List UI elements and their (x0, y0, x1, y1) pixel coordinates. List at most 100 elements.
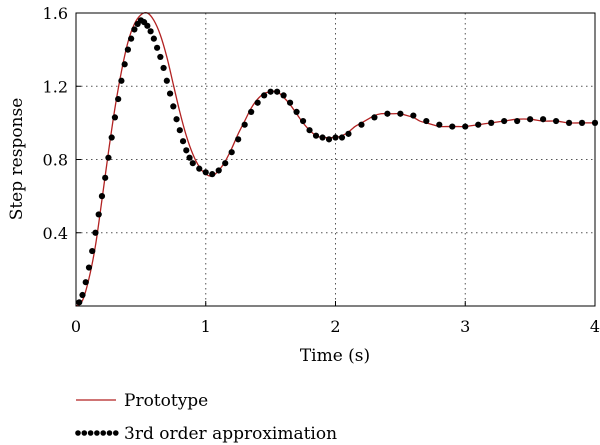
approximation-point (319, 134, 326, 141)
approximation-point (179, 138, 187, 145)
approximation-point (92, 229, 99, 236)
y-tick-label: 1.6 (43, 4, 68, 23)
approximation-point (147, 28, 154, 35)
approximation-point (150, 35, 157, 42)
approximation-point (488, 119, 495, 126)
approximation-point (108, 134, 115, 141)
x-tick-label: 1 (201, 317, 211, 336)
approximation-point (384, 110, 391, 117)
approximation-point (306, 127, 313, 134)
approximation-point (196, 165, 203, 172)
approximation-point (160, 64, 167, 72)
approximation-point (286, 99, 294, 106)
x-tick-label: 4 (590, 317, 600, 336)
x-tick-label: 2 (330, 317, 340, 336)
approximation-point (371, 114, 378, 121)
y-tick-label: 1.2 (43, 77, 68, 96)
approximation-point (241, 121, 248, 128)
approximation-point (157, 53, 164, 61)
y-tick-label: 0.8 (43, 151, 68, 170)
approximation-point (565, 119, 573, 126)
approximation-point (111, 114, 119, 121)
approximation-point (475, 121, 482, 128)
grid-lines (76, 13, 595, 306)
legend-label-prototype: Prototype (124, 391, 208, 411)
legend-dot-swatch (75, 430, 119, 436)
legend-dot (81, 430, 88, 436)
tick-labels: 0 1 2 3 4 0.4 0.8 1.2 1.6 (43, 4, 600, 336)
approximation-point (345, 130, 352, 137)
legend-label-approximation: 3rd order approximation (124, 424, 337, 444)
approximation-point (163, 77, 170, 84)
approximation-point (423, 117, 430, 125)
approximation-point (115, 95, 122, 103)
approximation-point (144, 22, 151, 29)
approximation-point (449, 123, 456, 130)
approximation-point (527, 116, 534, 123)
approximation-point (397, 110, 404, 117)
x-axis-title: Time (s) (300, 346, 370, 366)
approximation-point (153, 44, 161, 51)
approximation-point (95, 211, 102, 218)
approximation-point (248, 108, 255, 115)
approximation-point (105, 154, 112, 161)
approximation-point (222, 160, 229, 167)
approximation-point (552, 117, 560, 125)
approximation-point (166, 90, 174, 97)
approximation-point (124, 46, 131, 53)
approximation-point (410, 112, 417, 119)
approximation-point (170, 103, 177, 110)
approximation-point (332, 134, 339, 141)
x-tick-label: 3 (460, 317, 470, 336)
approximation-point (436, 121, 443, 128)
approximation-point (209, 171, 216, 178)
approximation-point (228, 149, 235, 156)
approximation-point (325, 136, 333, 143)
approximation-point (173, 116, 180, 123)
approximation-point (121, 61, 128, 68)
approximation-point (128, 35, 135, 42)
legend-dot (87, 430, 94, 436)
approximation-point (85, 264, 93, 271)
approximation-point (462, 123, 469, 130)
approximation-point (176, 127, 183, 134)
approximation-point (299, 117, 307, 125)
legend-dot (75, 430, 81, 436)
approximation-point (235, 136, 242, 143)
y-axis-title: Step response (7, 98, 27, 221)
approximation-point (202, 169, 209, 176)
approximation-point (215, 167, 222, 174)
approximation-point (76, 299, 83, 306)
legend-dot (94, 430, 100, 436)
approximation-point (98, 193, 106, 200)
approximation-point (79, 291, 86, 299)
approximation-point (118, 77, 125, 84)
x-tick-label: 0 (71, 317, 81, 336)
approximation-point (280, 92, 287, 99)
approximation-point (261, 92, 268, 99)
approximation-point (89, 247, 96, 255)
approximation-point (186, 154, 193, 161)
approximation-point (82, 279, 89, 286)
approximation-point (501, 117, 508, 125)
approximation-point (540, 116, 547, 123)
approximation-point (312, 132, 320, 139)
legend-dot (100, 430, 106, 436)
legend-dot (106, 430, 113, 436)
legend-dot (113, 430, 119, 436)
approximation-point (102, 174, 109, 181)
approximation-point (274, 88, 281, 95)
approximation-point (293, 108, 300, 115)
approximation-point (254, 99, 261, 106)
series-layer (75, 11, 599, 307)
approximation-point (267, 88, 274, 95)
legend: Prototype 3rd order approximation (75, 391, 337, 444)
approximation-point (338, 134, 346, 141)
approximation-point (131, 26, 138, 33)
approximation-point (183, 147, 190, 154)
approximation-point (514, 117, 521, 125)
approximation-point (189, 160, 196, 167)
y-tick-label: 0.4 (43, 224, 68, 243)
approximation-point (578, 119, 586, 126)
